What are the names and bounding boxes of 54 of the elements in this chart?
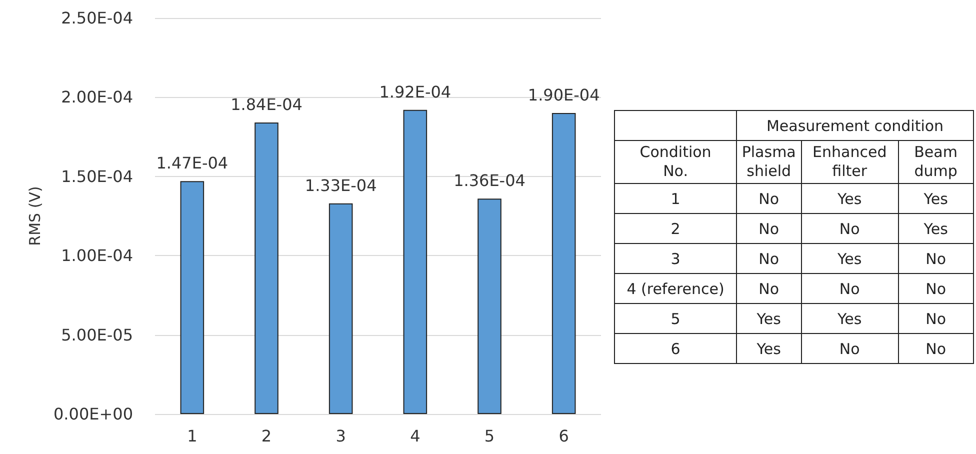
- x-tick-label: 2: [261, 426, 272, 446]
- category-label: Condition No.: [614, 140, 737, 184]
- text: 1: [670, 190, 680, 208]
- text: No: [839, 280, 860, 298]
- x-tick-label: 4: [410, 426, 420, 446]
- data-label: 1.36E-04: [454, 171, 526, 190]
- bar: [552, 113, 576, 414]
- text: 2: [670, 220, 680, 238]
- data-label: 1.84E-04: [230, 95, 302, 114]
- category-label: Beam dump: [898, 140, 974, 184]
- category-label: Enhanced filter: [801, 140, 898, 184]
- data-label: 1.33E-04: [304, 176, 377, 195]
- text: Yes: [756, 310, 781, 328]
- text: 4 (reference): [626, 280, 724, 298]
- bar: [403, 110, 428, 414]
- text: 3: [670, 250, 680, 268]
- bar: [180, 181, 204, 414]
- y-tick-label: 1.00E-04: [61, 246, 133, 266]
- text: Yes: [838, 310, 862, 328]
- data-label: 1.92E-04: [379, 82, 452, 102]
- bar: [478, 198, 502, 414]
- text: No: [758, 280, 780, 298]
- y-tick-label: 2.50E-04: [61, 8, 133, 28]
- y-tick-label: 1.50E-04: [61, 166, 133, 186]
- text: Measurement condition: [736, 110, 974, 140]
- x-tick-label: 3: [336, 426, 346, 446]
- x-tick-label: 6: [558, 426, 569, 446]
- text: No: [926, 310, 946, 328]
- text: Yes: [756, 340, 781, 358]
- y-tick-label: 2.00E-04: [61, 88, 133, 107]
- text: No: [926, 280, 946, 298]
- text: Yes: [924, 220, 948, 238]
- text: 6: [670, 340, 680, 358]
- text: No: [839, 340, 860, 358]
- y-tick-label: 5.00E-05: [61, 325, 133, 344]
- text: No: [758, 190, 780, 208]
- text: No: [926, 250, 946, 268]
- data-label: 1.47E-04: [156, 154, 228, 173]
- bar: [254, 122, 278, 414]
- text: Yes: [838, 190, 862, 208]
- bar: [328, 203, 353, 414]
- y-axis-title: RMS (V): [26, 186, 44, 246]
- x-tick-label: 1: [187, 426, 198, 446]
- data-label: 1.90E-04: [528, 86, 600, 105]
- y-tick-label: 0.00E+00: [54, 404, 133, 424]
- text: No: [758, 220, 780, 238]
- text: Yes: [838, 250, 862, 268]
- text: Yes: [924, 190, 948, 208]
- text: 5: [670, 310, 680, 328]
- x-tick-label: 5: [484, 426, 495, 446]
- text: No: [926, 340, 946, 358]
- category-label: Plasma shield: [736, 140, 802, 184]
- text: No: [758, 250, 780, 268]
- text: No: [839, 220, 860, 238]
